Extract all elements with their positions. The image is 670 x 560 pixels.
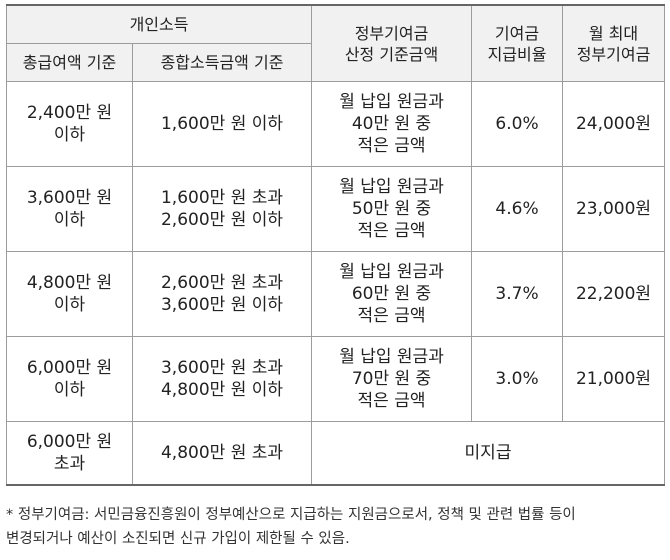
max-cell: 24,000원 (562, 81, 666, 167)
total-income-cell: 4,800만 원 초과 (131, 421, 313, 486)
total-income-cell: 2,600만 원 초과 3,600만 원 이하 (131, 251, 313, 337)
footnote-line-2: 변경되거나 예산이 소진되면 신규 가입이 제한될 수 있음. (6, 531, 350, 547)
total-income-cell: 1,600만 원 초과 2,600만 원 이하 (131, 166, 313, 252)
basis-cell: 월 납입 원금과 60만 원 중 적은 금액 (311, 251, 473, 337)
footnote-line-1: * 정부기여금: 서민금융진흥원이 정부예산으로 지급하는 지원금으로서, 정책… (6, 507, 576, 523)
total-income-cell: 3,600만 원 초과 4,800만 원 이하 (131, 336, 313, 422)
table-row: 2,400만 원 이하 1,600만 원 이하 월 납입 원금과 40만 원 중… (6, 81, 666, 167)
table-row: 3,600만 원 이하 1,600만 원 초과 2,600만 원 이하 월 납입… (6, 166, 666, 252)
max-cell: 21,000원 (562, 336, 666, 422)
header-personal-income: 개인소득 (5, 4, 313, 44)
gross-salary-cell: 6,000만 원 초과 (6, 421, 133, 486)
basis-cell: 월 납입 원금과 40만 원 중 적은 금액 (311, 81, 473, 167)
rate-cell: 3.0% (471, 336, 564, 422)
basis-cell: 월 납입 원금과 70만 원 중 적은 금액 (311, 336, 473, 422)
rate-cell: 6.0% (471, 81, 564, 167)
header-contribution-rate: 기여금 지급비율 (471, 4, 564, 82)
table-row: 4,800만 원 이하 2,600만 원 초과 3,600만 원 이하 월 납입… (6, 251, 666, 337)
rate-cell: 4.6% (471, 166, 564, 252)
header-total-income-basis: 종합소득금액 기준 (131, 43, 313, 82)
gross-salary-cell: 6,000만 원 이하 (6, 336, 133, 422)
footnote: * 정부기여금: 서민금융진흥원이 정부예산으로 지급하는 지원금으로서, 정책… (6, 503, 666, 551)
table-row: 6,000만 원 이하 3,600만 원 초과 4,800만 원 이하 월 납입… (6, 336, 666, 422)
gross-salary-cell: 4,800만 원 이하 (6, 251, 133, 337)
gov-contribution-table: 개인소득 정부기여금 산정 기준금액 기여금 지급비율 월 최대 정부기여금 총… (5, 4, 666, 486)
gross-salary-cell: 3,600만 원 이하 (6, 166, 133, 252)
header-gross-salary-basis: 총급여액 기준 (6, 43, 133, 82)
basis-cell: 월 납입 원금과 50만 원 중 적은 금액 (311, 166, 473, 252)
max-cell: 23,000원 (562, 166, 666, 252)
header-monthly-max: 월 최대 정부기여금 (562, 4, 666, 82)
total-income-cell: 1,600만 원 이하 (131, 81, 313, 167)
header-gov-contribution-basis: 정부기여금 산정 기준금액 (311, 4, 473, 82)
table-row: 6,000만 원 초과 4,800만 원 초과 미지급 (6, 421, 666, 486)
not-paid-cell: 미지급 (311, 421, 666, 486)
rate-cell: 3.7% (471, 251, 564, 337)
max-cell: 22,200원 (562, 251, 666, 337)
gross-salary-cell: 2,400만 원 이하 (6, 81, 133, 167)
